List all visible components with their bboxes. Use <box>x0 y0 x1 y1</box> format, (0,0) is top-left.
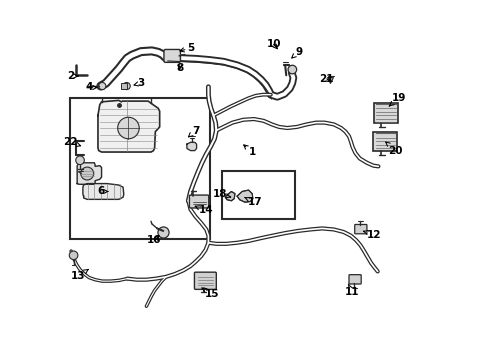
Text: 3: 3 <box>134 78 145 88</box>
Bar <box>374 103 398 123</box>
FancyBboxPatch shape <box>190 195 209 208</box>
Text: 6: 6 <box>97 186 108 197</box>
FancyBboxPatch shape <box>164 49 180 62</box>
FancyBboxPatch shape <box>355 225 367 234</box>
FancyBboxPatch shape <box>349 275 361 284</box>
Polygon shape <box>98 100 160 152</box>
Text: 19: 19 <box>389 93 406 106</box>
Text: 16: 16 <box>147 235 162 245</box>
Bar <box>373 132 397 151</box>
Polygon shape <box>187 142 196 150</box>
Text: 9: 9 <box>292 46 302 58</box>
Polygon shape <box>225 192 235 201</box>
Text: 4: 4 <box>85 82 97 93</box>
Text: 10: 10 <box>267 40 281 49</box>
Circle shape <box>118 117 139 139</box>
Circle shape <box>69 251 78 260</box>
Text: 13: 13 <box>71 269 88 281</box>
Text: 21: 21 <box>319 74 334 84</box>
FancyBboxPatch shape <box>195 272 216 289</box>
Bar <box>221 171 295 220</box>
Text: 15: 15 <box>202 288 220 299</box>
Circle shape <box>76 156 84 165</box>
Text: 18: 18 <box>213 189 231 199</box>
Circle shape <box>81 167 94 180</box>
Text: 20: 20 <box>386 142 403 156</box>
Text: 12: 12 <box>364 230 381 239</box>
Circle shape <box>123 82 130 90</box>
Polygon shape <box>237 190 253 202</box>
Text: 14: 14 <box>195 206 214 216</box>
Text: 5: 5 <box>180 43 195 53</box>
Text: 1: 1 <box>244 145 256 157</box>
Circle shape <box>288 65 296 74</box>
Text: 2: 2 <box>68 71 78 81</box>
Circle shape <box>98 82 106 90</box>
Bar <box>70 98 210 239</box>
Text: 7: 7 <box>189 126 199 137</box>
Polygon shape <box>77 163 101 184</box>
Text: 22: 22 <box>63 138 81 147</box>
Polygon shape <box>83 184 124 199</box>
Text: 11: 11 <box>344 284 359 297</box>
Text: 8: 8 <box>176 63 183 73</box>
Text: 17: 17 <box>245 197 263 207</box>
